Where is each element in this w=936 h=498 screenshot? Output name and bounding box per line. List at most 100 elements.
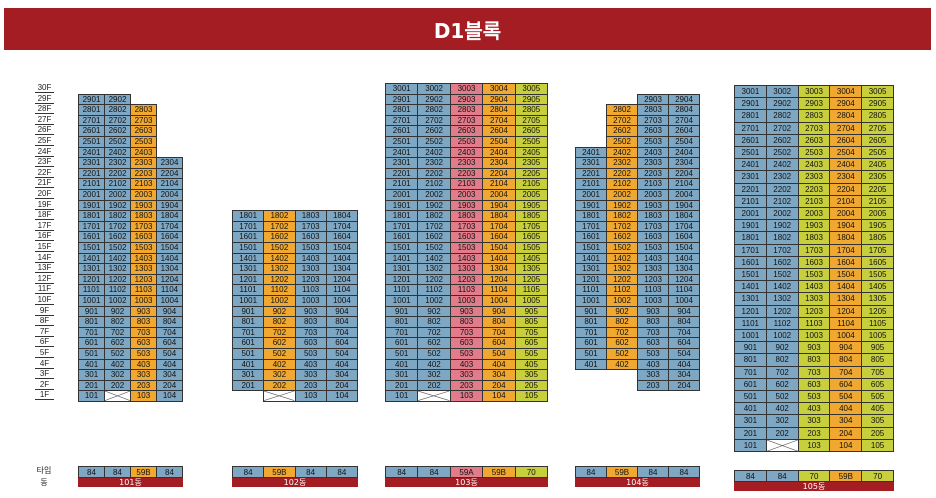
- unit-cell: 1503: [637, 242, 669, 254]
- unit-cell: 802: [765, 353, 799, 367]
- unit-cell: 602: [263, 337, 296, 349]
- unit-cell: 903: [637, 305, 669, 318]
- unit-cell: 2002: [104, 189, 131, 201]
- unit-cell: 504: [482, 348, 516, 360]
- unit-cell: 1104: [829, 316, 863, 330]
- unit-cell: 2001: [78, 189, 105, 201]
- unit-cell: 1704: [829, 243, 863, 257]
- unit-cell: 2701: [78, 114, 105, 127]
- unit-cell: 2802: [417, 104, 451, 116]
- unit-cell: 302: [417, 369, 451, 381]
- unit-cell: 502: [765, 390, 799, 404]
- unit-cell: 702: [263, 326, 296, 339]
- unit-cell: 1802: [765, 231, 799, 245]
- unit-cell: 603: [130, 337, 157, 349]
- unit-cell: 2601: [734, 133, 767, 147]
- unit-cell: 1605: [861, 255, 894, 269]
- unit-cell: 3003: [449, 83, 484, 95]
- unit-cell: 105: [861, 438, 894, 452]
- unit-cell: 2402: [417, 146, 451, 159]
- unit-cell: 402: [104, 358, 131, 371]
- unit-cell: 1801: [232, 210, 265, 222]
- unit-cell: 1402: [765, 280, 799, 294]
- unit-cell: 1602: [606, 231, 638, 243]
- unit-cell: 1803: [797, 231, 831, 245]
- unit-cell: 2904: [482, 93, 516, 106]
- unit-cell: 1403: [797, 280, 831, 294]
- unit-cell: 2904: [829, 97, 863, 111]
- unit-type-label: 59B: [606, 466, 638, 478]
- unit-cell: 701: [78, 326, 105, 339]
- unit-cell: 1301: [734, 292, 767, 306]
- unit-cell: 1204: [325, 273, 358, 286]
- unit-cell: 2602: [417, 125, 451, 137]
- unit-cell: 1603: [797, 255, 831, 269]
- unit-cell: 1702: [417, 220, 451, 233]
- unit-cell: 1304: [829, 292, 863, 306]
- unit-type-label: 59B: [130, 466, 157, 478]
- unit-cell: 1602: [104, 231, 131, 243]
- unit-cell: 1201: [575, 273, 607, 286]
- unit-cell: 502: [263, 348, 296, 360]
- unit-cell: 1801: [575, 210, 607, 222]
- unit-cell: 503: [294, 348, 327, 360]
- floor-label: 3F: [35, 369, 54, 380]
- unit-cell: 301: [78, 369, 105, 381]
- unit-cell: 501: [734, 390, 767, 404]
- unit-cell: 1304: [325, 263, 358, 275]
- unit-cell: 403: [130, 358, 157, 371]
- unit-cell: 1902: [606, 199, 638, 212]
- unit-cell: 302: [104, 369, 131, 381]
- unit-cell: 504: [668, 348, 700, 360]
- unit-cell: 2004: [829, 207, 863, 221]
- floor-label: 29F: [35, 94, 54, 104]
- unit-cell: 1901: [385, 199, 419, 212]
- unit-cell: 2401: [385, 146, 419, 159]
- unit-cell: 1703: [294, 220, 327, 233]
- unit-cell: 2504: [829, 146, 863, 160]
- unit-cell: 1904: [156, 199, 183, 212]
- unit-cell: 304: [156, 369, 183, 381]
- unit-cell: 502: [606, 348, 638, 360]
- unit-cell: 1504: [325, 242, 358, 254]
- unit-cell: 1004: [829, 329, 863, 343]
- unit-cell: 2503: [449, 136, 484, 148]
- unit-cell: 1402: [417, 252, 451, 265]
- unit-cell: 2202: [606, 167, 638, 180]
- unit-cell: 2201: [575, 167, 607, 180]
- unit-cell: 2404: [668, 146, 700, 159]
- unit-cell: 2803: [449, 104, 484, 116]
- unit-cell: 801: [232, 316, 265, 328]
- unit-cell: 1002: [263, 295, 296, 307]
- unit-cell: 1501: [232, 242, 265, 254]
- unit-cell: 1303: [797, 292, 831, 306]
- unit-type-label: 84: [575, 466, 607, 478]
- unit-cell: 1301: [232, 263, 265, 275]
- unit-cell: 104: [325, 390, 358, 402]
- unit-cell: 1501: [385, 242, 419, 254]
- unit-cell: 1504: [668, 242, 700, 254]
- unit-cell: 2605: [861, 133, 894, 147]
- unit-cell: 2703: [797, 121, 831, 135]
- unit-cell: 201: [232, 379, 265, 392]
- unit-type-label: 84: [104, 466, 131, 478]
- unit-cell: 305: [514, 369, 548, 381]
- unit-cell: 802: [104, 316, 131, 328]
- floor-label: 20F: [35, 189, 54, 199]
- unit-cell: 801: [385, 316, 419, 328]
- unit-cell: 1802: [263, 210, 296, 222]
- unit-cell: 302: [263, 369, 296, 381]
- unit-cell: 2903: [449, 93, 484, 106]
- unit-cell: 1703: [797, 243, 831, 257]
- unit-cell: 902: [765, 341, 799, 355]
- unit-cell: 1302: [417, 263, 451, 275]
- unit-cell: 203: [449, 379, 484, 392]
- unit-cell: 301: [232, 369, 265, 381]
- floor-label: 27F: [35, 115, 54, 125]
- unit-cell: 401: [385, 358, 419, 371]
- unit-cell: 1203: [130, 273, 157, 286]
- unit-cell: 1303: [294, 263, 327, 275]
- unit-cell: 2802: [606, 104, 638, 116]
- unit-cell: 2301: [385, 157, 419, 169]
- unit-cell: 1701: [385, 220, 419, 233]
